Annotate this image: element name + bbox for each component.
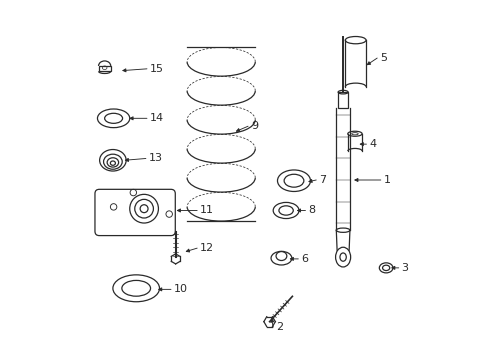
Text: 10: 10 <box>174 284 187 294</box>
Bar <box>337 92 347 108</box>
Text: 2: 2 <box>276 322 283 332</box>
Text: 6: 6 <box>301 254 307 264</box>
Text: 5: 5 <box>379 53 386 63</box>
Text: 9: 9 <box>250 121 258 131</box>
Text: 11: 11 <box>200 206 214 216</box>
Text: 15: 15 <box>149 64 163 74</box>
Text: 12: 12 <box>200 243 214 253</box>
Text: 7: 7 <box>319 175 325 185</box>
Text: 4: 4 <box>368 139 376 149</box>
Text: 3: 3 <box>401 263 408 273</box>
Text: 8: 8 <box>308 206 315 216</box>
Text: 1: 1 <box>383 175 390 185</box>
Text: 14: 14 <box>149 113 163 123</box>
Text: 13: 13 <box>148 153 163 163</box>
Bar <box>99 66 110 71</box>
